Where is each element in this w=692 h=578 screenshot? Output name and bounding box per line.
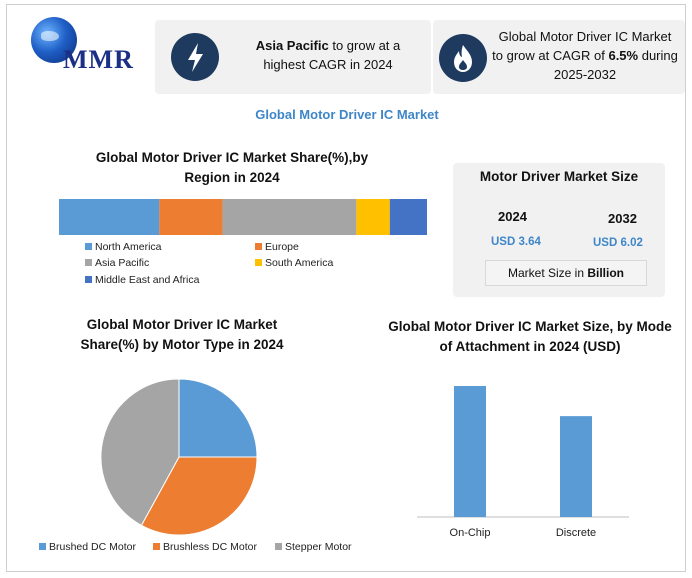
region-segment-south-america: [356, 199, 390, 235]
legend-north-america: North America: [85, 241, 162, 253]
legend-asia-pacific: Asia Pacific: [85, 257, 149, 269]
market-size-box: Motor Driver Market Size 2024 2032 USD 3…: [453, 163, 665, 297]
legend-label: Brushed DC Motor: [49, 541, 136, 553]
legend-label: Middle East and Africa: [95, 274, 200, 286]
region-segment-asia-pacific: [222, 199, 357, 235]
legend-stepper-motor: Stepper Motor: [275, 541, 352, 553]
asia-pacific-text: Asia Pacific to grow at a highest CAGR i…: [255, 38, 401, 72]
market-size-title: Motor Driver Market Size: [479, 169, 639, 184]
attachment-chart-title: Global Motor Driver IC Market Size, by M…: [388, 319, 672, 354]
region-segment-middle-east-and-africa: [389, 199, 427, 235]
infographic-frame: MMR Asia Pacific to grow at a highest CA…: [6, 4, 686, 572]
tick-label-discrete: Discrete: [556, 527, 596, 539]
legend-label: Brushless DC Motor: [163, 541, 257, 553]
motor-type-pie: [100, 378, 258, 536]
cagr-text: Global Motor Driver IC Market to grow at…: [492, 29, 678, 82]
legend-swatch: [85, 276, 92, 283]
legend-middle-east-and-africa: Middle East and Africa: [85, 274, 199, 286]
legend-brushless-dc-motor: Brushless DC Motor: [153, 541, 257, 553]
legend-europe: Europe: [255, 241, 299, 253]
logo-text: MMR: [63, 45, 134, 74]
value-2024: USD 3.64: [491, 236, 541, 248]
tick-label-on-chip: On-Chip: [450, 527, 491, 539]
lightning-icon: [171, 33, 219, 81]
flame-icon: [439, 34, 487, 82]
legend-label: Asia Pacific: [95, 257, 150, 269]
legend-south-america: South America: [255, 257, 333, 269]
pie-slice-brushless-dc-motor: [140, 456, 258, 536]
legend-swatch: [255, 243, 262, 250]
region-segment-north-america: [59, 199, 160, 235]
legend-swatch: [153, 543, 160, 550]
year-2032: 2032: [608, 211, 637, 226]
legend-label: South America: [265, 257, 334, 269]
legend-swatch: [39, 543, 46, 550]
globe-icon: [31, 17, 77, 63]
region-chart-title: Global Motor Driver IC Market Share(%),b…: [95, 150, 369, 185]
cagr-card: Global Motor Driver IC Market to grow at…: [433, 20, 685, 94]
region-segment-europe: [159, 199, 223, 235]
value-2032: USD 6.02: [593, 237, 643, 249]
year-2024: 2024: [498, 209, 527, 224]
asia-pacific-card: Asia Pacific to grow at a highest CAGR i…: [155, 20, 431, 94]
bar-discrete: [560, 416, 592, 517]
legend-label: Europe: [265, 241, 299, 253]
legend-swatch: [85, 243, 92, 250]
legend-swatch: [275, 543, 282, 550]
legend-swatch: [85, 259, 92, 266]
mmr-logo: MMR: [21, 15, 141, 81]
pie-slice-stepper-motor: [100, 378, 180, 527]
pie-slice-brushed-dc-motor: [178, 378, 258, 458]
legend-brushed-dc-motor: Brushed DC Motor: [39, 541, 136, 553]
main-title: Global Motor Driver IC Market: [255, 107, 439, 122]
attachment-bar-chart: On-Chip Discrete: [417, 386, 629, 539]
legend-swatch: [255, 259, 262, 266]
legend-label: North America: [95, 241, 162, 253]
legend-label: Stepper Motor: [285, 541, 352, 553]
unit-label: Market Size in Billion: [485, 260, 647, 286]
motor-type-chart-title: Global Motor Driver IC Market Share(%) b…: [80, 317, 284, 352]
bar-on-chip: [454, 386, 486, 517]
region-stacked-bar: [59, 199, 427, 235]
